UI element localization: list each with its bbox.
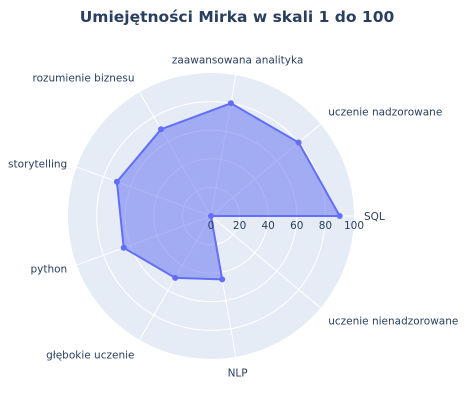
data-point-7[interactable] bbox=[219, 276, 226, 283]
radial-tick-label: 60 bbox=[290, 220, 303, 232]
radial-tick-label: 0 bbox=[208, 220, 215, 232]
category-label: zaawansowana analityka bbox=[172, 54, 303, 66]
data-point-3[interactable] bbox=[158, 126, 164, 133]
radial-tick-label: 100 bbox=[344, 220, 364, 232]
data-point-0[interactable] bbox=[336, 213, 343, 219]
data-point-8[interactable] bbox=[208, 213, 214, 219]
category-label: rozumienie biznesu bbox=[33, 73, 135, 85]
data-point-6[interactable] bbox=[172, 274, 179, 281]
series-area[interactable] bbox=[115, 102, 341, 281]
data-point-4[interactable] bbox=[113, 178, 120, 185]
series-skills[interactable] bbox=[113, 100, 343, 283]
data-point-1[interactable] bbox=[295, 139, 302, 146]
category-label: NLP bbox=[228, 368, 248, 380]
category-label: uczenie nienadzorowane bbox=[328, 315, 458, 327]
angular-axis-labels: SQL uczenie nadzorowane zaawansowana anali… bbox=[8, 54, 458, 379]
radial-tick-label: 20 bbox=[233, 220, 246, 232]
category-label: głębokie uczenie bbox=[46, 350, 134, 362]
category-label: SQL bbox=[364, 211, 385, 223]
chart-title: Umiejętności Mirka w skali 1 do 100 bbox=[79, 8, 395, 26]
category-label: storytelling bbox=[8, 159, 67, 171]
radial-axis-ticks: 0 20 40 60 80 100 bbox=[208, 220, 364, 232]
data-point-5[interactable] bbox=[120, 244, 127, 251]
data-point-2[interactable] bbox=[227, 100, 234, 107]
category-label: python bbox=[30, 263, 67, 275]
grid-spoke bbox=[210, 215, 321, 309]
radial-tick-label: 80 bbox=[319, 220, 332, 232]
category-label: uczenie nadzorowane bbox=[328, 107, 442, 119]
radial-tick-label: 40 bbox=[262, 220, 275, 232]
